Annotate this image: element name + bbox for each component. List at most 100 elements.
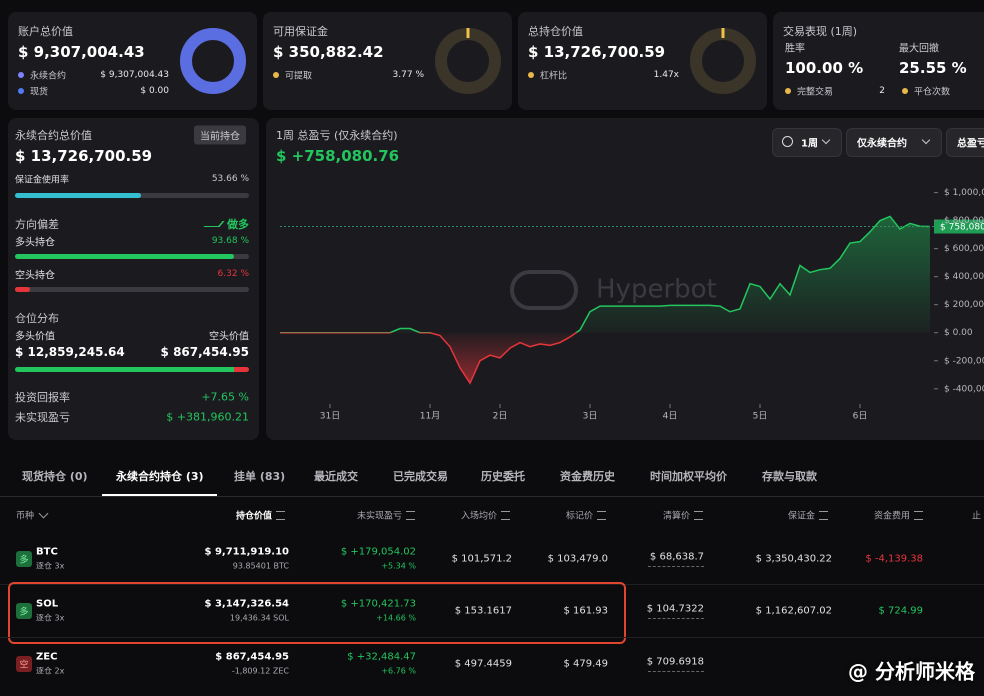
liq-underline	[648, 671, 704, 673]
column-header[interactable]: 持仓价值	[235, 511, 272, 522]
cell-pnl: $ +170,421.73	[340, 598, 416, 610]
tab[interactable]: 时间加权平均价	[650, 470, 727, 483]
highlight-box	[8, 582, 626, 644]
legend-dot	[785, 88, 791, 94]
y-tick-label: $ 400,000	[944, 272, 984, 282]
y-tick-label: $ 1,000,000	[944, 188, 984, 198]
watermark-logo	[510, 270, 578, 310]
margin-pct: 53.66 %	[211, 174, 249, 184]
perp-panel: 永续合约总价值 当前持仓 $ 13,726,700.59 保证金使用率 53.66 % 方…	[8, 118, 259, 440]
legend-dot	[528, 72, 534, 78]
x-tick-label: 11月	[420, 411, 440, 422]
y-tick-label: $ 200,000	[944, 300, 984, 310]
legend-dot	[18, 72, 24, 78]
filter-button[interactable]: 仅永续合约	[846, 128, 942, 157]
cell-margin: $ 3,350,430.22	[755, 553, 832, 565]
side-badge: 多	[16, 551, 32, 567]
cell-entry: $ 101,571.2	[451, 553, 512, 565]
x-tick-label: 5日	[753, 411, 768, 422]
donut-ring	[690, 28, 756, 94]
button-label: 1周	[801, 138, 818, 150]
row-label: 现货	[30, 87, 49, 98]
donut	[180, 28, 246, 94]
legend-dot	[902, 88, 908, 94]
y-tick-label: $ 600,000	[944, 244, 984, 254]
y-tick-label: $ 0.00	[944, 328, 973, 338]
x-tick-label: 2日	[493, 411, 508, 422]
x-tick-label: 6日	[853, 411, 868, 422]
donut	[690, 28, 756, 94]
column-header[interactable]: 保证金	[787, 511, 815, 522]
tab[interactable]: 历史委托	[481, 470, 525, 483]
row-value: $ 0.00	[140, 86, 169, 96]
cell-liq: $ 709.6918	[646, 656, 704, 668]
cell-liq: $ 68,638.7	[649, 551, 704, 563]
liq-underline	[648, 566, 704, 568]
column-header[interactable]: 入场均价	[460, 511, 497, 522]
margin-label: 保证金使用率	[15, 175, 70, 186]
cell-mark: $ 161.93	[563, 605, 608, 617]
row-value: 2	[879, 86, 885, 96]
column-header[interactable]: 止	[972, 511, 982, 522]
progress-track	[15, 287, 249, 292]
bias-value: 做多	[227, 218, 249, 231]
roi-value: +7.65 %	[201, 390, 249, 404]
filter-button[interactable]: 1周	[772, 128, 842, 157]
card-value: $ 350,882.42	[273, 43, 384, 61]
x-tick-label: 4日	[663, 411, 678, 422]
tab[interactable]: 已完成交易	[393, 470, 448, 483]
column-header[interactable]: 资金费用	[873, 511, 910, 522]
card-title: 可用保证金	[273, 25, 328, 38]
position-badge[interactable]: 当前持仓	[194, 125, 246, 145]
tabs-divider	[0, 496, 984, 497]
row-label: 杠杆比	[540, 71, 568, 82]
row-label: 可提取	[285, 71, 313, 82]
tab[interactable]: 现货持仓 (0)	[22, 470, 88, 483]
page-watermark: @ 分析师米格	[848, 659, 975, 684]
cell-funding: $ -4,139.38	[865, 553, 923, 565]
cell-pnl: $ +32,484.47	[347, 651, 416, 663]
tab[interactable]: 资金费历史	[560, 470, 615, 483]
cell-pnl-pct: +5.34 %	[381, 561, 416, 571]
split-short	[234, 367, 249, 372]
long-bar	[15, 254, 235, 259]
stat-label: 胜率	[785, 43, 805, 55]
chart-subtitle: $ +758,080.76	[276, 147, 400, 165]
cell-value: $ 867,454.95	[215, 651, 289, 663]
row-label: 永续合约	[30, 71, 67, 82]
card-value: $ 13,726,700.59	[528, 43, 666, 61]
bias-label: 方向偏差	[15, 218, 59, 231]
cell-mark: $ 479.49	[563, 658, 608, 670]
tab[interactable]: 永续合约持仓 (3)	[116, 470, 204, 483]
column-header[interactable]: 未实现盈亏	[356, 511, 402, 522]
chart-title: 1周 总盈亏 (仅永续合约)	[276, 129, 398, 142]
sort-icon	[694, 511, 703, 520]
column-header[interactable]: 清算价	[662, 511, 690, 522]
pnl-line	[280, 215, 931, 385]
short-value: $ 867,454.95	[160, 345, 249, 359]
cell-mode: 逐仓 3x	[36, 561, 65, 571]
short-bar	[15, 287, 30, 292]
current-value-box	[934, 219, 984, 234]
short-label: 空头持仓	[15, 270, 55, 282]
liq-underline	[648, 618, 704, 620]
tab[interactable]: 最近成交	[314, 470, 358, 483]
cell-mode: 逐仓 2x	[36, 666, 65, 676]
filter-icon	[38, 508, 49, 519]
cell-mode: 逐仓 3x	[36, 613, 65, 623]
filter-button[interactable]: 总盈亏	[946, 128, 984, 157]
sort-icon	[406, 511, 415, 520]
row-value: 1.47x	[653, 70, 679, 80]
side-badge: 多	[16, 603, 32, 619]
cell-entry: $ 153.1617	[454, 605, 512, 617]
margin-bar	[15, 193, 141, 198]
stat-label: 最大回撤	[899, 43, 939, 55]
tab[interactable]: 挂单 (83)	[234, 470, 286, 483]
column-header[interactable]: 标记价	[565, 511, 593, 522]
column-header[interactable]: 币种	[16, 511, 35, 522]
x-tick-label: 31日	[320, 411, 340, 422]
tab[interactable]: 存款与取款	[762, 470, 817, 483]
pnl-area	[280, 216, 930, 384]
